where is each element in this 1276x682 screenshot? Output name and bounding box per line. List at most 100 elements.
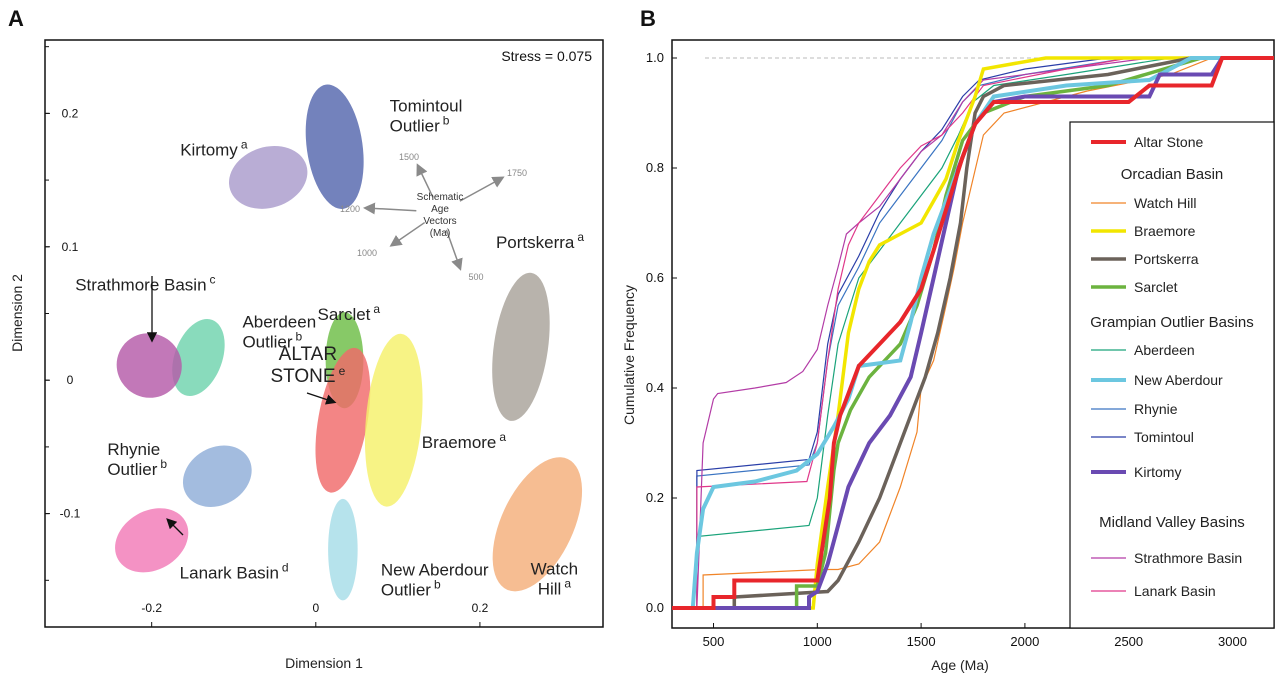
label-strathmore-basin: Strathmore Basin c (75, 273, 215, 295)
panel-a-letter: A (8, 6, 24, 31)
series-rhynie (672, 57, 1274, 609)
panel-b-ytick-label: 1.0 (646, 50, 664, 65)
panel-b-xtick-label: 1000 (803, 634, 832, 649)
label-braemore: Braemore a (422, 430, 507, 452)
label-new-aberdour-outlier: New Aberdour (381, 561, 489, 580)
age-vector-label: 1000 (357, 248, 377, 258)
series-lanark-basin (672, 57, 1274, 609)
legend-group-heading: Midland Valley Basins (1099, 514, 1245, 531)
panel-b-ytick-label: 0.2 (646, 490, 664, 505)
label-rhynie-outlier: Rhynie (107, 440, 160, 459)
age-vector-caption: (Ma) (430, 228, 451, 239)
panel-b-ytick-label: 0.4 (646, 380, 664, 395)
panel-b-ylabel: Cumulative Frequency (621, 285, 637, 425)
panel-b-ytick-label: 0.8 (646, 160, 664, 175)
legend-label-tomintoul: Tomintoul (1134, 429, 1194, 445)
ecdf-series (672, 56, 1274, 610)
legend-label-new-aberdour: New Aberdour (1134, 372, 1223, 388)
label-tomintoul-outlier: Tomintoul (390, 97, 463, 116)
legend-box (1069, 121, 1275, 629)
arrow-lanark (166, 518, 184, 536)
series-portskerra (672, 56, 1274, 610)
age-vector-caption: Schematic (417, 192, 464, 203)
ellipse-portskerra (492, 272, 550, 421)
panel-a-ticks: -0.2 0 0.2 0.2 0.1 0 -0.1 (45, 46, 489, 627)
ellipse-rhynie-outlier (182, 445, 252, 507)
panel-b-xtick-label: 500 (703, 634, 725, 649)
panel-b-xlabel: Age (Ma) (931, 657, 989, 673)
panel-b-xtick-label: 2000 (1010, 634, 1039, 649)
label-aberdeen-outlier: Aberdeen (242, 313, 316, 332)
panel-a-xtick-label: 0 (312, 601, 319, 615)
label-rhynie-outlier: Outlier b (107, 457, 167, 479)
panel-b-ticks: 0.0 0.2 0.4 0.6 0.8 1.0 500 1000 1500 2000 2500 300… (646, 50, 1247, 649)
label-lanark-basin: Lanark Basin d (180, 560, 289, 582)
legend: Altar Stone Orcadian Basin Watch Hill Braem… (1069, 121, 1275, 629)
panel-a-frame (44, 39, 604, 628)
legend-label-aberdeen: Aberdeen (1134, 342, 1195, 358)
mds-ellipses (115, 84, 583, 601)
label-tomintoul-outlier: Outlier b (390, 114, 450, 136)
series-new-aberdour (672, 56, 1274, 610)
series-altar-stone (672, 56, 1274, 610)
panel-a-ytick-label: 0 (67, 373, 74, 387)
label-portskerra: Portskerra a (496, 230, 584, 252)
ellipse-altar-stone (315, 347, 371, 493)
legend-label-altar-stone: Altar Stone (1134, 134, 1203, 150)
stress-label: Stress = 0.075 (501, 48, 592, 64)
panel-a-xlabel: Dimension 1 (285, 655, 363, 671)
ellipse-aberdeen-outlier (172, 319, 225, 396)
series-tomintoul (672, 57, 1274, 609)
series-strathmore-basin (672, 57, 1274, 609)
age-vector-label: 1200 (340, 204, 360, 214)
legend-label-braemore: Braemore (1134, 223, 1196, 239)
age-vector-label: 500 (468, 272, 483, 282)
panel-b-xtick-label: 2500 (1114, 634, 1143, 649)
legend-label-lanark-basin: Lanark Basin (1134, 583, 1216, 599)
age-vector-label: 1500 (399, 152, 419, 162)
ellipse-tomintoul-outlier (305, 84, 364, 209)
age-vector-1200 (363, 202, 417, 215)
age-vector-caption: Age (431, 204, 449, 215)
age-vector-500 (445, 229, 463, 271)
legend-label-strathmore-basin: Strathmore Basin (1134, 550, 1242, 566)
panel-a-xtick-label: -0.2 (141, 601, 162, 615)
panel-b-xtick-label: 3000 (1218, 634, 1247, 649)
legend-label-watch-hill: Watch Hill (1134, 195, 1197, 211)
legend-label-portskerra: Portskerra (1134, 251, 1199, 267)
panel-a-xtick-label: 0.2 (472, 601, 489, 615)
age-vector-1000 (389, 221, 426, 247)
label-new-aberdour-outlier: Outlier b (381, 578, 441, 600)
label-altar-stone: STONE e (270, 364, 345, 387)
ellipse-kirtomy (228, 145, 308, 209)
age-vector-label: 1750 (507, 168, 527, 178)
panel-a-ytick-label: 0.2 (62, 106, 79, 120)
label-watch-hill: Watch (531, 559, 579, 578)
panel-a-ylabel: Dimension 2 (9, 274, 25, 352)
label-altar-stone: ALTAR (279, 344, 337, 365)
label-kirtomy: Kirtomy a (180, 137, 248, 159)
schematic-age-vectors: 1500 1750 1200 1000 500 SchematicAgeVectors(M… (340, 152, 527, 282)
arrow-altar-stone (306, 392, 337, 405)
ellipse-watch-hill (492, 457, 583, 592)
label-sarclet: Sarclet a (318, 302, 381, 324)
panel-b-ytick-label: 0.0 (646, 600, 664, 615)
ellipse-new-aberdour-outlier (328, 498, 358, 601)
panel-b-ytick-label: 0.6 (646, 270, 664, 285)
legend-label-kirtomy: Kirtomy (1134, 464, 1181, 480)
label-aberdeen-outlier: Outlier b (242, 330, 302, 352)
legend-group-heading: Orcadian Basin (1121, 166, 1224, 183)
legend-label-sarclet: Sarclet (1134, 279, 1178, 295)
age-vector-1750 (459, 176, 505, 202)
panel-a-ytick-label: 0.1 (62, 240, 79, 254)
ellipse-braemore (364, 333, 423, 507)
age-vector-caption: Vectors (423, 216, 456, 227)
panel-a-ytick-label: -0.1 (60, 507, 81, 521)
legend-group-heading: Grampian Outlier Basins (1090, 314, 1253, 331)
panel-b-xtick-label: 1500 (907, 634, 936, 649)
panel-b-letter: B (640, 6, 656, 31)
age-vector-1500 (416, 163, 434, 198)
ellipse-strathmore-basin (116, 333, 182, 398)
